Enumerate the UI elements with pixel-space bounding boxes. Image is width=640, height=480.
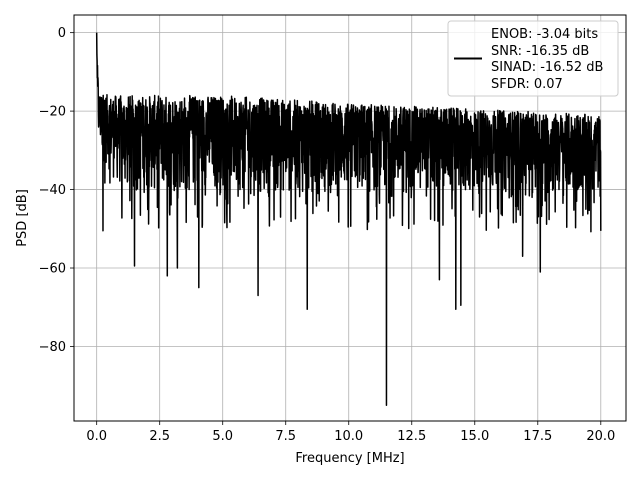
x-tick-label: 12.5 bbox=[397, 429, 426, 444]
psd-series-line bbox=[95, 32, 602, 407]
x-tick-label: 17.5 bbox=[523, 429, 552, 444]
x-tick-label: 15.0 bbox=[460, 429, 489, 444]
legend-line-enob: ENOB: -3.04 bits bbox=[491, 27, 598, 42]
y-tick-label: 0 bbox=[58, 26, 66, 41]
y-tick-label: −20 bbox=[39, 105, 66, 120]
y-tick-label: −60 bbox=[39, 262, 66, 277]
x-tick-label: 20.0 bbox=[586, 429, 615, 444]
plot-frame bbox=[73, 14, 627, 422]
x-axis-ticks: 0.0 2.5 5.0 7.5 10.0 12.5 15.0 17.5 20.0 bbox=[86, 421, 615, 444]
x-tick-label: 10.0 bbox=[334, 429, 363, 444]
legend-line-sfdr: SFDR: 0.07 bbox=[491, 77, 563, 92]
x-axis-label: Frequency [MHz] bbox=[295, 451, 404, 466]
legend: ENOB: -3.04 bits SNR: -16.35 dB SINAD: -… bbox=[447, 20, 619, 97]
x-tick-label: 7.5 bbox=[275, 429, 296, 444]
x-tick-label: 2.5 bbox=[149, 429, 170, 444]
legend-line-sinad: SINAD: -16.52 dB bbox=[491, 60, 603, 75]
psd-line-series bbox=[95, 32, 602, 407]
x-tick-label: 5.0 bbox=[212, 429, 233, 444]
y-tick-label: −40 bbox=[39, 183, 66, 198]
legend-box bbox=[447, 20, 619, 97]
y-tick-label: −80 bbox=[39, 340, 66, 355]
x-tick-label: 0.0 bbox=[86, 429, 107, 444]
y-axis-ticks: 0 −20 −40 −60 −80 bbox=[39, 26, 74, 355]
legend-line-snr: SNR: -16.35 dB bbox=[491, 44, 589, 59]
y-axis-label: PSD [dB] bbox=[15, 189, 30, 247]
